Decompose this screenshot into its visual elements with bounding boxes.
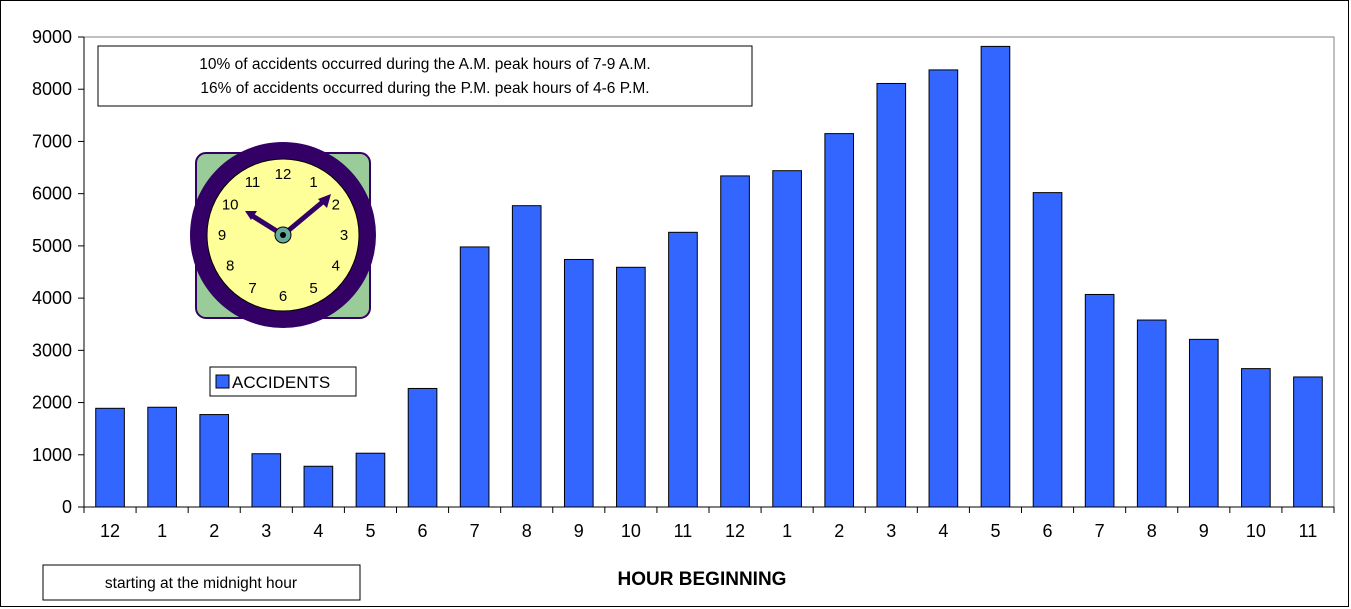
clock-number: 11 [245, 174, 261, 191]
legend: ACCIDENTS [209, 366, 357, 397]
clock-number: 6 [279, 288, 287, 305]
bar [147, 406, 177, 508]
y-tick-label: 4000 [32, 288, 72, 308]
x-tick-label: 9 [1199, 521, 1209, 541]
clock-number: 10 [222, 197, 239, 214]
x-tick-label: 3 [261, 521, 271, 541]
clock-minute-arrow [318, 194, 331, 208]
x-axis-ticks: 12 1 2 3 4 5 6 7 8 9 10 11 12 1 2 3 4 5 6 7 8 9 10 11 [83, 507, 1335, 541]
bar [511, 205, 542, 508]
x-axis-title: HOUR BEGINNING [618, 569, 787, 590]
x-tick-label: 9 [574, 521, 584, 541]
bar [824, 133, 855, 508]
bars-group [95, 45, 1323, 508]
clock-center-pin [280, 232, 286, 238]
y-tick-label: 0 [62, 497, 72, 517]
annotation-box: 10% of accidents occurred during the A.M… [97, 45, 753, 107]
bar [772, 170, 802, 508]
note-box: starting at the midnight hour [42, 564, 361, 601]
legend-label: ACCIDENTS [232, 373, 330, 392]
bar [1188, 338, 1219, 508]
bar [355, 452, 386, 508]
x-tick-label: 5 [365, 521, 375, 541]
clock-number: 3 [340, 227, 348, 244]
y-tick-label: 9000 [32, 27, 72, 47]
legend-swatch [215, 374, 230, 389]
clock-number: 7 [248, 280, 256, 297]
x-tick-label: 7 [1095, 521, 1105, 541]
clock-number: 1 [309, 174, 317, 191]
y-tick-label: 2000 [32, 393, 72, 413]
x-tick-label: 10 [1246, 521, 1266, 541]
clock-hour-arrow [245, 211, 257, 220]
bar [1032, 192, 1063, 508]
x-tick-label: 7 [470, 521, 480, 541]
note-text: starting at the midnight hour [105, 575, 297, 592]
y-tick-label: 8000 [32, 79, 72, 99]
x-tick-label: 6 [1043, 521, 1053, 541]
x-tick-label: 12 [725, 521, 745, 541]
y-axis-ticks: 0 1000 2000 3000 4000 5000 6000 7000 8000 9000 [32, 27, 84, 517]
clock-number: 5 [309, 280, 317, 297]
clock-number: 12 [275, 166, 292, 183]
y-tick-label: 5000 [32, 236, 72, 256]
bar [1136, 319, 1167, 508]
bar [199, 414, 230, 508]
bar [720, 175, 750, 508]
clock-number: 8 [226, 258, 234, 275]
bar [616, 266, 646, 508]
x-tick-label: 8 [522, 521, 532, 541]
annotation-line-1: 10% of accidents occurred during the A.M… [199, 56, 650, 73]
bar [1241, 368, 1271, 508]
annotation-line-2: 16% of accidents occurred during the P.M… [200, 80, 649, 97]
bar [303, 465, 334, 508]
clock-number: 4 [332, 258, 340, 275]
y-tick-label: 3000 [32, 340, 72, 360]
x-tick-label: 11 [1299, 521, 1318, 541]
x-tick-label: 4 [938, 521, 948, 541]
bar [928, 69, 959, 508]
x-tick-label: 8 [1147, 521, 1157, 541]
x-tick-label: 11 [674, 521, 693, 541]
y-tick-label: 6000 [32, 184, 72, 204]
clock-number: 9 [218, 227, 226, 244]
bar [1084, 293, 1115, 508]
x-tick-label: 3 [886, 521, 896, 541]
x-tick-label: 10 [621, 521, 641, 541]
bar [876, 82, 907, 508]
bar [563, 258, 594, 508]
x-tick-label: 1 [157, 521, 167, 541]
x-tick-label: 5 [990, 521, 1000, 541]
bar [980, 45, 1011, 508]
x-tick-label: 12 [100, 521, 120, 541]
bar [407, 387, 438, 508]
x-tick-label: 2 [209, 521, 219, 541]
y-tick-label: 7000 [32, 131, 72, 151]
bar [459, 246, 490, 508]
bar [1293, 376, 1323, 508]
x-tick-label: 4 [313, 521, 323, 541]
bar [668, 231, 698, 508]
x-tick-label: 1 [782, 521, 792, 541]
bar [251, 453, 282, 508]
y-tick-label: 1000 [32, 445, 72, 465]
clock-minute-hand [280, 197, 328, 238]
x-tick-label: 2 [834, 521, 844, 541]
x-tick-label: 6 [418, 521, 428, 541]
bar [95, 407, 125, 508]
clock-number: 2 [332, 197, 340, 214]
